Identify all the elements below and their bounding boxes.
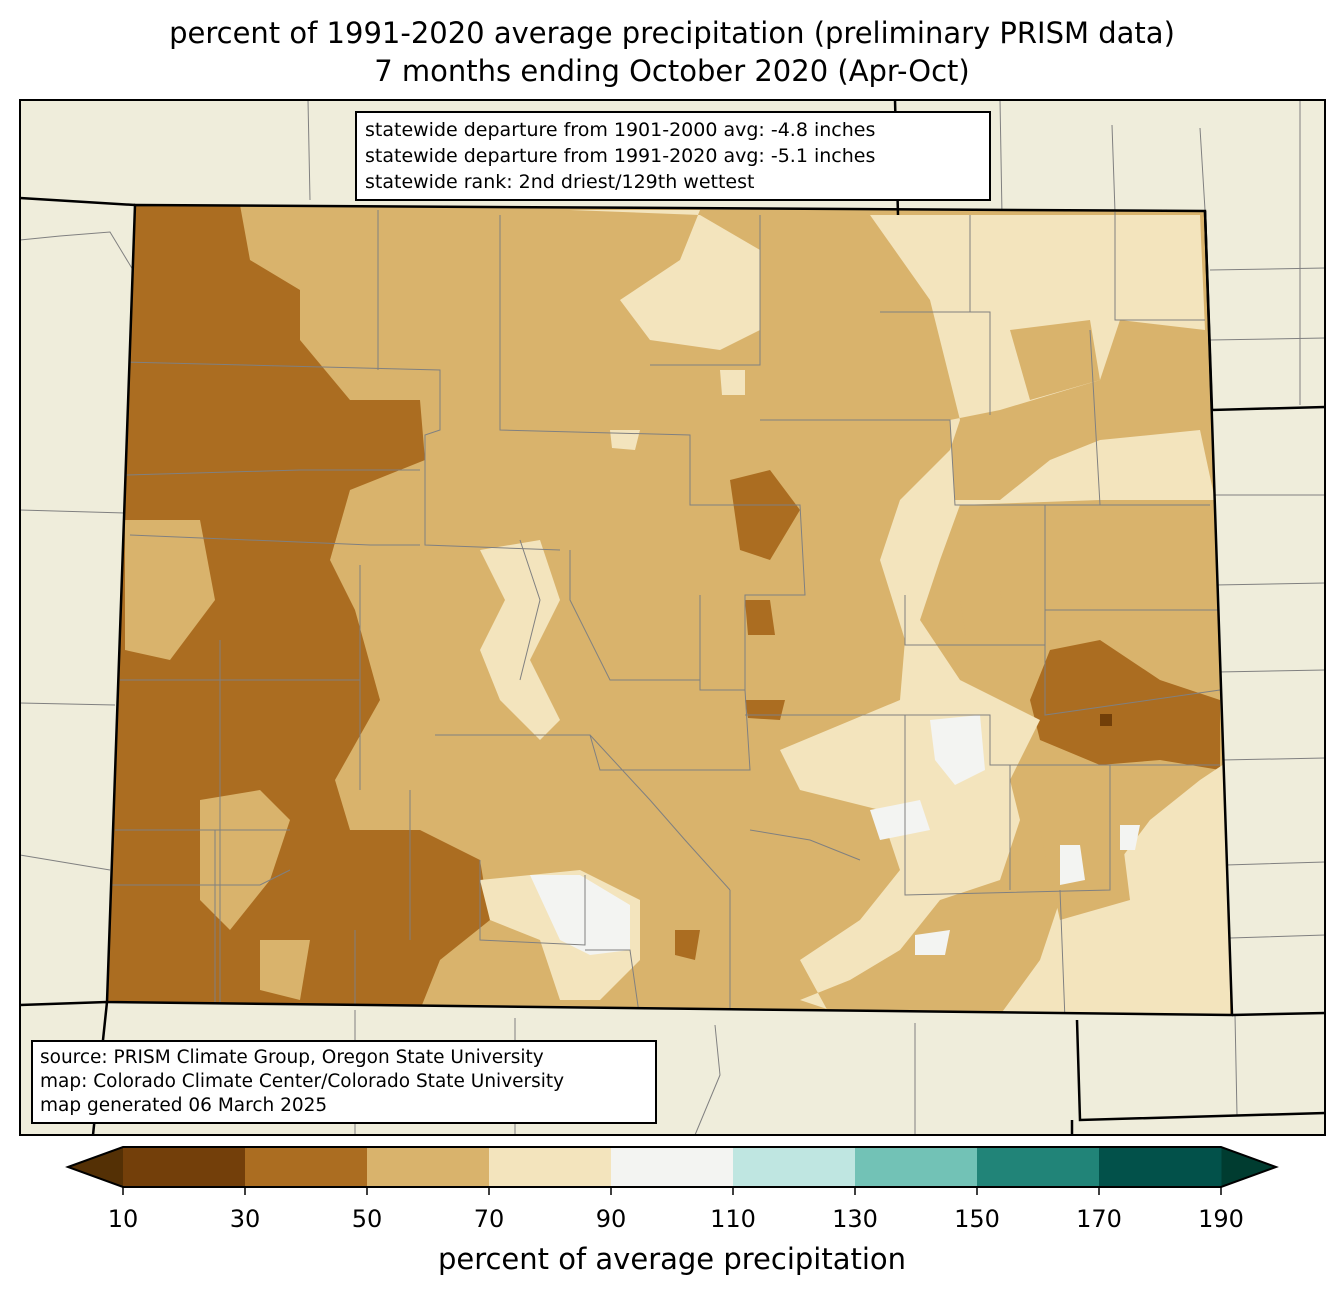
region-70-90	[570, 210, 1230, 1015]
generated-date-line: map generated 06 March 2025	[40, 1095, 328, 1116]
colorbar-over-arrow	[1221, 1147, 1276, 1187]
colorbar-bin	[733, 1147, 856, 1187]
colorbar-tick-label: 170	[1076, 1205, 1122, 1233]
colorbar-tick-label: 150	[954, 1205, 1000, 1233]
region-90-110	[530, 715, 1140, 955]
colorbar-under-arrow	[68, 1147, 123, 1187]
statewide-stats-box: statewide departure from 1901-2000 avg: …	[355, 111, 991, 201]
precip-field	[107, 205, 1232, 1015]
colorbar-bin	[245, 1147, 368, 1187]
colorbar	[65, 1146, 1279, 1195]
colorbar-tick-label: 30	[229, 1205, 261, 1233]
colorbar-bin	[489, 1147, 612, 1187]
colorbar-tick-label: 190	[1198, 1205, 1244, 1233]
map-title: percent of 1991-2020 average precipitati…	[169, 16, 1175, 50]
colorbar-tick-label: 10	[107, 1205, 139, 1233]
county-lines	[110, 210, 1221, 1015]
source-box: source: PRISM Climate Group, Oregon Stat…	[31, 1040, 657, 1124]
region-30-50-west	[107, 205, 490, 1010]
colorbar-tick-label: 70	[473, 1205, 505, 1233]
colorbar-tick-label: 130	[832, 1205, 878, 1233]
state-borders	[19, 99, 1326, 1136]
colorbar-bin	[1099, 1147, 1222, 1187]
map-frame	[19, 99, 1326, 1136]
colorbar-bin	[855, 1147, 978, 1187]
colorbar-tick-label: 50	[351, 1205, 383, 1233]
colorbar-bin	[611, 1147, 734, 1187]
map-credit-line: map: Colorado Climate Center/Colorado St…	[40, 1071, 565, 1092]
stats-rank: statewide rank: 2nd driest/129th wettest	[365, 171, 755, 193]
stats-departure-1991-2020: statewide departure from 1991-2020 avg: …	[365, 145, 876, 167]
colorbar-tick-label: 110	[710, 1205, 756, 1233]
colorbar-tick-label: 90	[595, 1205, 627, 1233]
stats-departure-1901-2000: statewide departure from 1901-2000 avg: …	[365, 119, 876, 141]
colorbar-bin	[123, 1147, 246, 1187]
map-subtitle: 7 months ending October 2020 (Apr-Oct)	[374, 54, 970, 88]
colorbar-bin	[367, 1147, 490, 1187]
colorbar-bin	[977, 1147, 1100, 1187]
colorbar-label: percent of average precipitation	[437, 1242, 907, 1276]
source-line: source: PRISM Climate Group, Oregon Stat…	[40, 1047, 544, 1068]
